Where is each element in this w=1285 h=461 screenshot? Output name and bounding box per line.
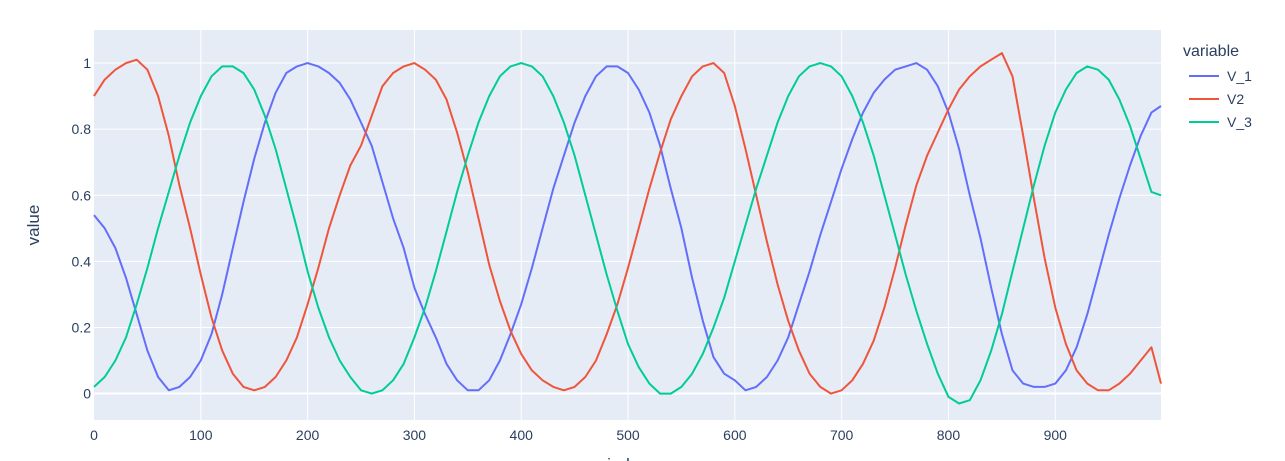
y-tick-label: 0.4 <box>72 253 92 269</box>
legend-title: variable <box>1183 43 1239 60</box>
x-tick-label: 900 <box>1044 427 1068 443</box>
y-tick-label: 1 <box>83 55 91 71</box>
series-line-v-1 <box>93 62 1162 392</box>
series-line-v-3 <box>93 62 1162 405</box>
y-axis-ticks: 0 0.2 0.4 0.6 0.8 1 <box>72 55 92 402</box>
y-tick-label: 0.6 <box>72 187 92 203</box>
x-axis-title: index <box>607 455 648 461</box>
x-tick-label: 100 <box>189 427 213 443</box>
x-tick-label: 200 <box>296 427 320 443</box>
x-tick-label: 700 <box>830 427 854 443</box>
x-tick-label: 300 <box>403 427 427 443</box>
y-tick-label: 0.8 <box>72 121 92 137</box>
x-axis-ticks: 0 100 200 300 400 500 600 700 800 900 <box>90 427 1067 443</box>
y-tick-label: 0 <box>83 386 91 402</box>
y-axis-title: value <box>24 205 43 246</box>
legend-item[interactable]: V_1 <box>1189 68 1252 84</box>
legend-label: V_3 <box>1227 114 1252 130</box>
series-line-v2 <box>93 52 1162 395</box>
x-tick-label: 600 <box>723 427 747 443</box>
grid-lines <box>94 30 1161 420</box>
x-tick-label: 800 <box>937 427 961 443</box>
legend-item[interactable]: V_3 <box>1189 114 1252 130</box>
plot-background <box>94 30 1161 420</box>
x-tick-label: 400 <box>510 427 534 443</box>
series-lines <box>93 52 1162 405</box>
legend-label: V2 <box>1227 91 1244 107</box>
x-tick-label: 0 <box>90 427 98 443</box>
y-tick-label: 0.2 <box>72 319 92 335</box>
legend-label: V_1 <box>1227 68 1252 84</box>
legend-item[interactable]: V2 <box>1189 91 1244 107</box>
legend[interactable]: variable V_1 V2 V_3 <box>1183 43 1252 130</box>
x-tick-label: 500 <box>616 427 640 443</box>
